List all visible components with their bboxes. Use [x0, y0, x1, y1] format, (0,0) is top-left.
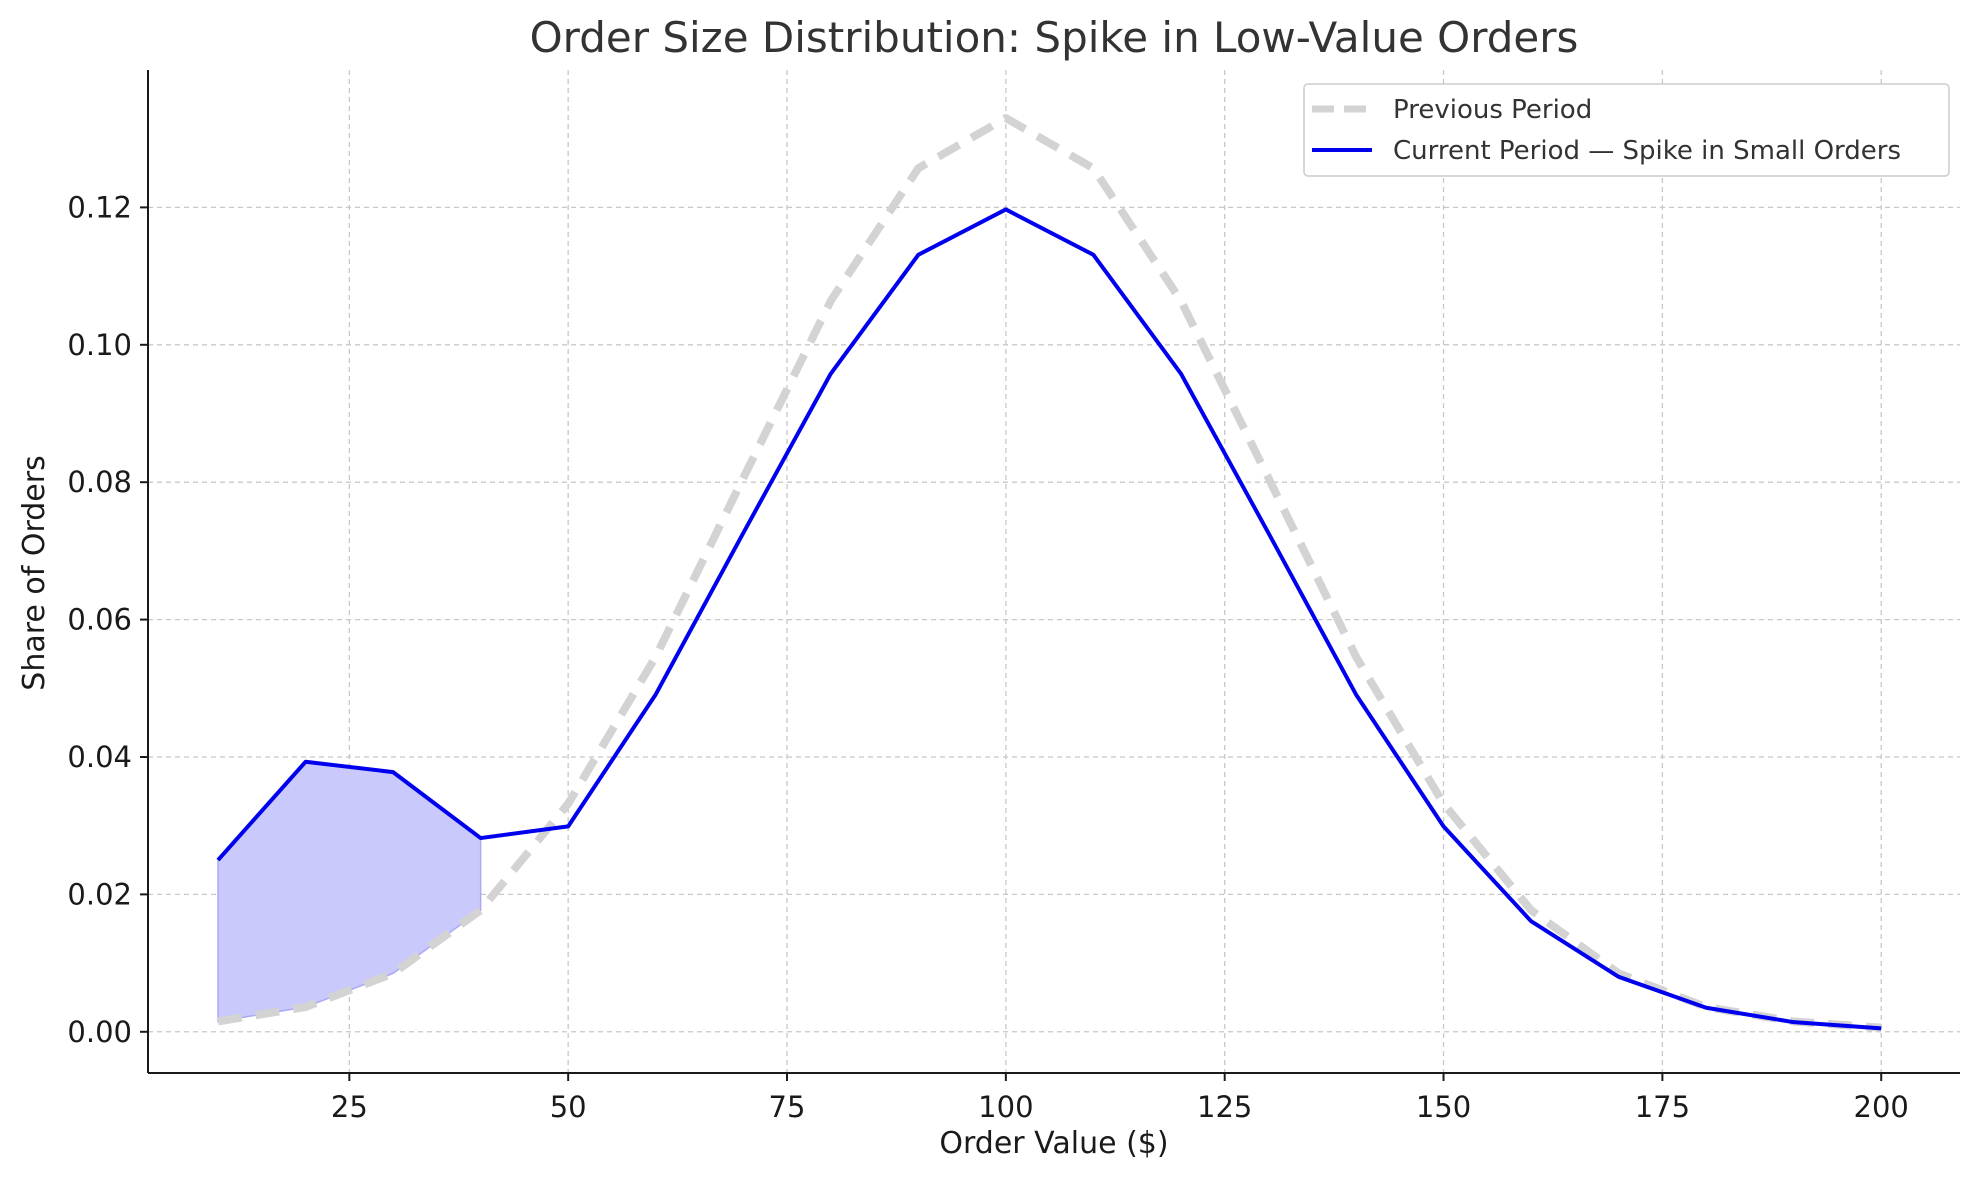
- y-tick-label: 0.08: [67, 465, 132, 499]
- tick-labels: 25 50 75 100 125 150 175 200 0.00 0.02 0.04 0.06 0.0…: [67, 190, 1908, 1124]
- series-lines: [216, 114, 1882, 1032]
- legend-label-current-period: Current Period — Spike in Small Orders: [1393, 136, 1901, 166]
- axes: [147, 70, 1960, 1074]
- chart-title: Order Size Distribution: Spike in Low-Va…: [530, 13, 1579, 62]
- x-tick-label: 100: [978, 1090, 1033, 1124]
- y-tick-label: 0.10: [67, 328, 132, 362]
- y-tick-label: 0.04: [67, 740, 132, 774]
- y-tick-label: 0.12: [67, 190, 132, 224]
- legend-frame: [1303, 83, 1950, 177]
- x-tick-label: 75: [769, 1090, 806, 1124]
- series-line-current-period: [216, 207, 1882, 1031]
- x-tick-label: 125: [1197, 1090, 1252, 1124]
- legend: Previous Period Current Period — Spike i…: [1303, 83, 1950, 177]
- x-tick-label: 50: [550, 1090, 587, 1124]
- legend-label-previous-period: Previous Period: [1393, 95, 1592, 125]
- x-tick-label: 25: [331, 1090, 368, 1124]
- x-tick-label: 175: [1635, 1090, 1690, 1124]
- y-axis-label: Share of Orders: [17, 455, 52, 690]
- x-tick-label: 150: [1416, 1090, 1471, 1124]
- fill-region: [217, 761, 482, 1023]
- y-tick-label: 0.02: [67, 877, 132, 911]
- x-tick-label: 200: [1854, 1090, 1909, 1124]
- y-tick-label: 0.00: [67, 1015, 132, 1049]
- y-tick-label: 0.06: [67, 603, 132, 637]
- x-axis-label: Order Value ($): [939, 1126, 1168, 1161]
- fill-between-area: [217, 761, 482, 1023]
- series-line-previous-period: [217, 114, 1882, 1032]
